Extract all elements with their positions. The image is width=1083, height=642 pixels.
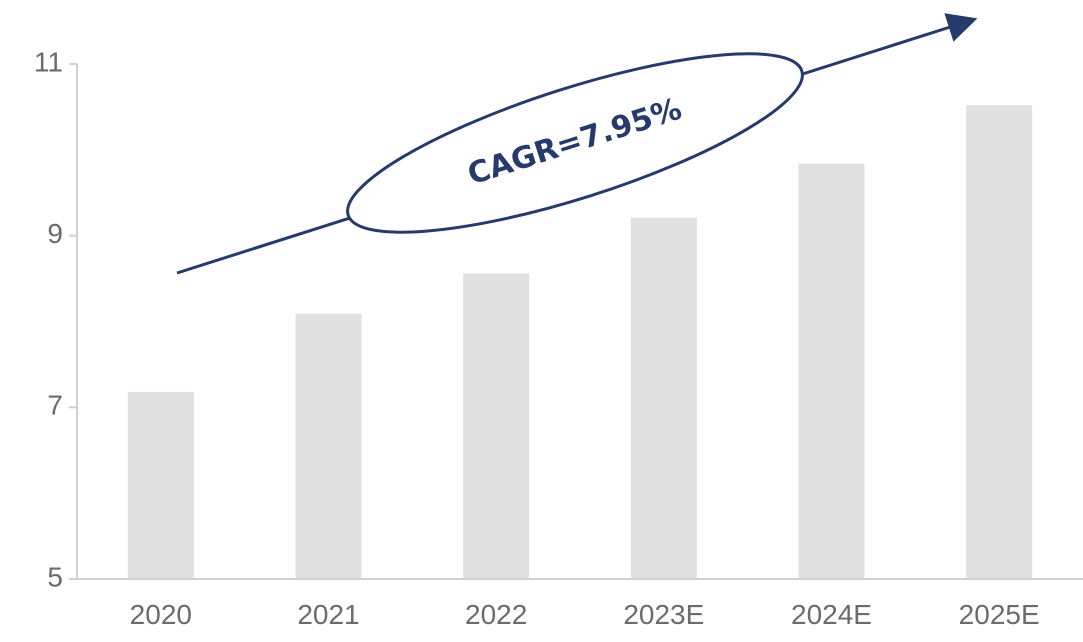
x-tick-label: 2022 [465, 599, 527, 630]
bar-2024e [798, 163, 865, 580]
bar-2023e [630, 217, 697, 579]
bar-2025e [966, 105, 1033, 579]
x-tick-label: 2023E [623, 599, 704, 630]
x-tick-label: 2020 [130, 599, 192, 630]
bars [127, 105, 1033, 580]
y-tick-label: 11 [34, 46, 63, 77]
x-tick-label: 2025E [959, 599, 1040, 630]
y-axis-ticks: 5 7 9 11 [34, 46, 77, 592]
x-tick-label: 2024E [791, 599, 872, 630]
bar-2020 [127, 391, 194, 579]
y-tick-label: 7 [47, 390, 63, 421]
bar-2022 [463, 273, 530, 579]
y-tick-label: 9 [47, 218, 63, 249]
bar-2021 [295, 313, 362, 579]
x-axis-labels: 2020 2021 2022 2023E 2024E 2025E [130, 599, 1040, 630]
x-tick-label: 2021 [297, 599, 359, 630]
cagr-ellipse [346, 52, 804, 234]
cagr-trend: CAGR=7.95% [176, 13, 978, 275]
y-tick-label: 5 [47, 561, 63, 592]
